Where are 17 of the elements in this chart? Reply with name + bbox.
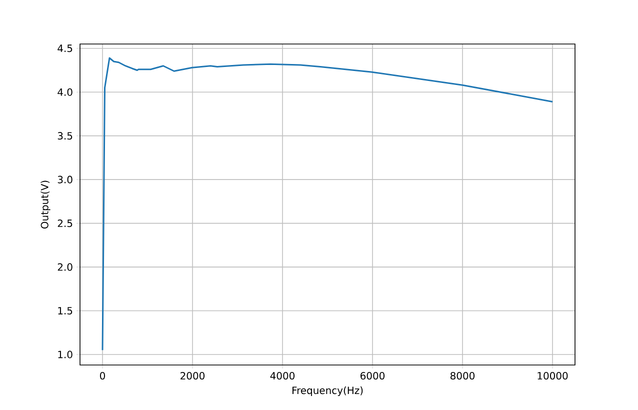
- y-axis-title: Output(V): [40, 180, 50, 229]
- y-tick-label: 3.0: [58, 176, 72, 184]
- x-tick-label: 0: [100, 372, 106, 380]
- x-tick-label: 6000: [360, 372, 385, 380]
- y-tick-label: 4.5: [58, 44, 72, 52]
- x-tick-label: 10000: [538, 372, 568, 380]
- line-series: [102, 57, 554, 351]
- x-tick-label: 8000: [450, 372, 475, 380]
- y-tick-label: 2.5: [58, 220, 72, 228]
- y-tick-label: 3.5: [58, 132, 72, 140]
- x-tick-label: 2000: [180, 372, 205, 380]
- x-tick-label: 4000: [270, 372, 295, 380]
- y-tick-label: 1.0: [58, 350, 72, 358]
- y-tick-label: 4.0: [58, 88, 72, 96]
- y-tick-label: 1.5: [58, 307, 72, 314]
- x-axis-title: Frequency(Hz): [292, 386, 363, 396]
- y-tick-label: 2.0: [58, 263, 72, 271]
